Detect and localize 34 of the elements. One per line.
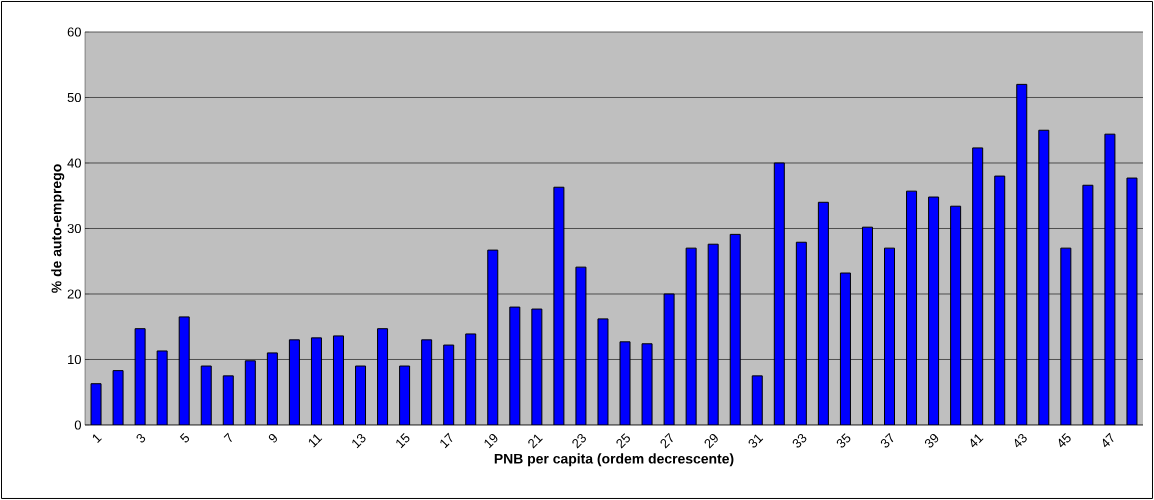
x-tick-label: 21	[528, 434, 543, 449]
x-tick-label: 31	[748, 434, 764, 448]
y-tick-label: 60	[67, 27, 81, 37]
x-tick-label: 47	[1102, 432, 1114, 448]
x-tick-label: 11	[308, 434, 323, 448]
x-tick-label: 19	[484, 434, 498, 449]
x-tick-label: 27	[660, 432, 673, 449]
x-tick-label: 25	[616, 433, 630, 449]
bar	[1016, 83, 1028, 425]
y-tick-label: 30	[67, 223, 81, 234]
x-axis-title: PNB per capita (ordem decrescente)	[494, 453, 734, 467]
x-tick-label: 39	[924, 434, 939, 448]
x-tick-label: 3	[136, 433, 146, 443]
x-tick-label: 13	[352, 433, 366, 449]
x-tick-label: 43	[1014, 433, 1027, 448]
x-tick-label: 37	[880, 432, 894, 448]
x-tick-label: 45	[1058, 433, 1071, 448]
x-tick-label: 15	[396, 433, 410, 449]
x-tick-label: 35	[836, 433, 851, 448]
x-tick-label: 33	[792, 433, 807, 448]
x-tick-label: 17	[440, 432, 453, 449]
x-tick-label: 1	[92, 434, 102, 444]
x-tick-label: 5	[179, 433, 190, 443]
x-tick-label: 9	[268, 434, 277, 443]
y-tick-label: 40	[67, 158, 81, 168]
x-tick-label: 23	[572, 433, 586, 449]
y-tick-label: 0	[74, 420, 81, 430]
x-tick-label: 41	[970, 434, 984, 448]
y-tick-label: 50	[67, 92, 81, 103]
x-tick-label: 7	[223, 432, 232, 443]
y-tick-label: 10	[68, 354, 81, 365]
y-axis-title: % de auto-emprego	[51, 164, 65, 293]
x-tick-label: 29	[704, 434, 718, 449]
y-tick-label: 20	[67, 289, 81, 299]
